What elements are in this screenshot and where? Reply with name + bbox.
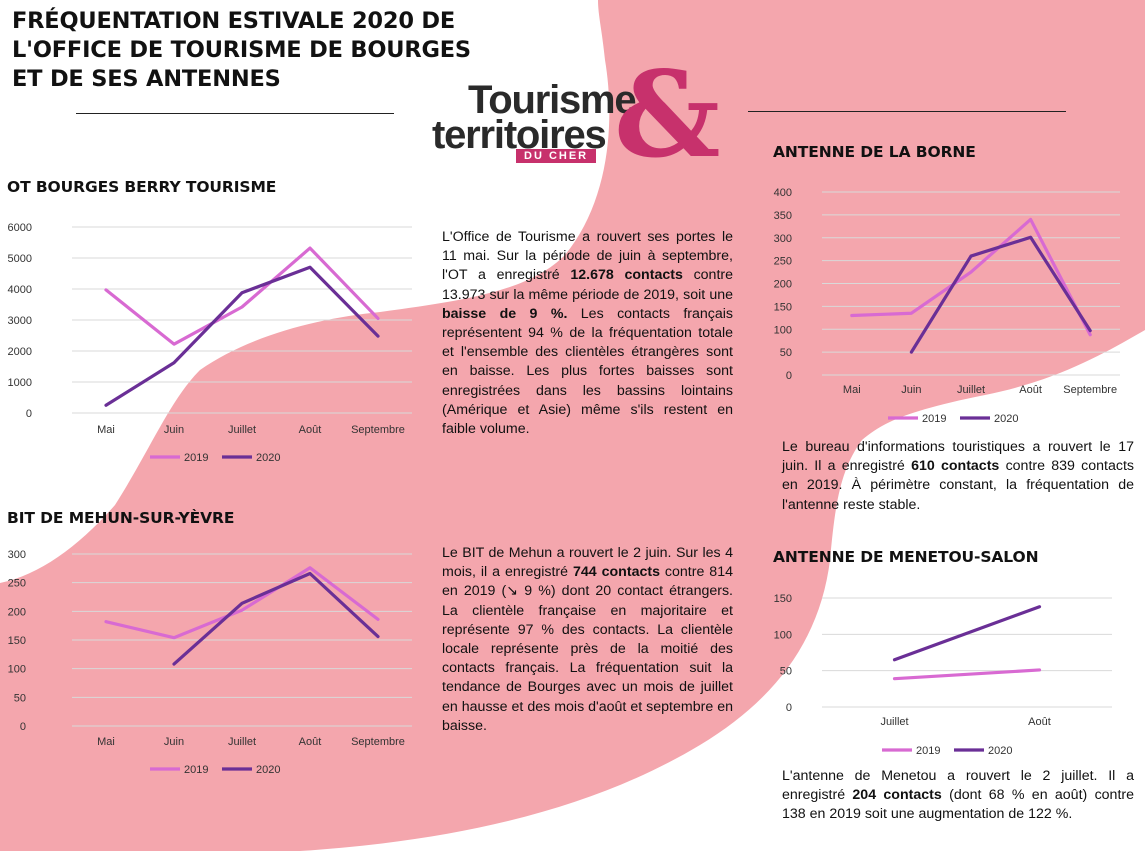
page-title: FRÉQUENTATION ESTIVALE 2020 DE L'OFFICE … <box>12 7 472 94</box>
y-tick-label: 3000 <box>8 315 32 327</box>
y-tick-label: 250 <box>774 256 792 268</box>
legend-label-2020: 2020 <box>994 413 1018 425</box>
legend-label-2019: 2019 <box>916 745 940 757</box>
x-tick-label: Septembre <box>351 424 405 436</box>
text-mehun: Le BIT de Mehun a rouvert le 2 juin. Sur… <box>442 545 733 734</box>
y-tick-label: 6000 <box>8 222 32 234</box>
y-tick-label: 150 <box>8 635 26 647</box>
y-tick-label: 300 <box>8 549 26 561</box>
y-tick-label: 250 <box>8 578 26 590</box>
y-tick-label: 50 <box>14 692 26 704</box>
heading-mehun: BIT DE MEHUN-SUR-YÈVRE <box>7 509 235 527</box>
chart-borne: 0 50 100 150 200 250 300 350 400 Mai Juin Juillet Ao… <box>774 187 1120 425</box>
logo-tag: DU CHER <box>516 149 597 163</box>
series-line-2019 <box>892 668 1042 681</box>
x-tick-label: Septembre <box>351 736 405 748</box>
title-rule <box>76 113 394 114</box>
x-tick-label: Mai <box>97 736 115 748</box>
logo: Tourisme territoires DU CHER & <box>432 50 722 180</box>
y-tick-label: 200 <box>8 606 26 618</box>
y-tick-label: 4000 <box>8 284 32 296</box>
legend-label-2020: 2020 <box>256 452 280 464</box>
y-tick-label: 300 <box>774 233 792 245</box>
series-line-2020 <box>909 235 1092 354</box>
y-tick-label: 1000 <box>8 377 32 389</box>
chart-menetou: 0 50 100 150 Juillet Août 2019 2020 <box>774 593 1112 757</box>
x-tick-label: Juillet <box>880 716 908 728</box>
y-tick-label: 50 <box>780 666 792 678</box>
y-tick-label: 0 <box>26 408 32 420</box>
x-tick-label: Août <box>1019 384 1042 396</box>
y-tick-label: 0 <box>786 370 792 382</box>
legend-label-2019: 2019 <box>184 452 208 464</box>
title-line-1: FRÉQUENTATION ESTIVALE 2020 DE <box>12 8 456 34</box>
legend-label-2019: 2019 <box>922 413 946 425</box>
x-tick-label: Août <box>299 424 322 436</box>
heading-bourges: OT BOURGES BERRY TOURISME <box>7 178 277 196</box>
y-tick-label: 400 <box>774 187 792 199</box>
series-line-2020 <box>172 571 380 666</box>
y-tick-label: 100 <box>8 664 26 676</box>
heading-borne: ANTENNE DE LA BORNE <box>773 143 976 161</box>
logo-line-2: territoires <box>432 113 607 157</box>
right-rule <box>748 111 1066 112</box>
x-tick-label: Juin <box>164 736 184 748</box>
logo-line-1: Tourisme <box>468 78 637 122</box>
title-line-3: ET DE SES ANTENNES <box>12 66 281 92</box>
y-tick-label: 2000 <box>8 346 32 358</box>
y-tick-label: 350 <box>774 210 792 222</box>
title-line-2: L'OFFICE DE TOURISME DE BOURGES <box>12 37 471 63</box>
legend-label-2020: 2020 <box>256 764 280 776</box>
x-tick-label: Mai <box>97 424 115 436</box>
legend-label-2019: 2019 <box>184 764 208 776</box>
y-tick-label: 0 <box>786 702 792 714</box>
series-line-2020 <box>104 265 380 407</box>
chart-bourges: 0 1000 2000 3000 4000 5000 6000 Mai Juin Juillet A… <box>8 222 412 464</box>
y-tick-label: 100 <box>774 629 792 641</box>
series-line-2020 <box>892 605 1042 662</box>
legend-label-2020: 2020 <box>988 745 1012 757</box>
x-tick-label: Juillet <box>228 736 256 748</box>
y-tick-label: 150 <box>774 593 792 605</box>
y-tick-label: 200 <box>774 279 792 291</box>
x-tick-label: Septembre <box>1063 384 1117 396</box>
x-tick-label: Juin <box>164 424 184 436</box>
x-tick-label: Juillet <box>228 424 256 436</box>
x-tick-label: Juin <box>901 384 921 396</box>
y-tick-label: 100 <box>774 324 792 336</box>
chart-mehun: 0 50 100 150 200 250 300 Mai Juin Juillet Août Sept… <box>8 549 412 776</box>
y-tick-label: 150 <box>774 301 792 313</box>
logo-ampersand: & <box>614 45 721 184</box>
heading-menetou: ANTENNE DE MENETOU-SALON <box>773 548 1039 566</box>
x-tick-label: Juillet <box>957 384 985 396</box>
x-tick-label: Août <box>1028 716 1051 728</box>
text-borne: Le bureau d'informations touristiques a … <box>782 439 1134 513</box>
text-bourges: L'Office de Tourisme a rouvert ses porte… <box>442 229 733 438</box>
y-tick-label: 0 <box>20 721 26 733</box>
x-tick-label: Août <box>299 736 322 748</box>
y-tick-label: 5000 <box>8 253 32 265</box>
text-menetou: L'antenne de Menetou a rouvert le 2 juil… <box>782 768 1134 823</box>
x-tick-label: Mai <box>843 384 861 396</box>
y-tick-label: 50 <box>780 347 792 359</box>
